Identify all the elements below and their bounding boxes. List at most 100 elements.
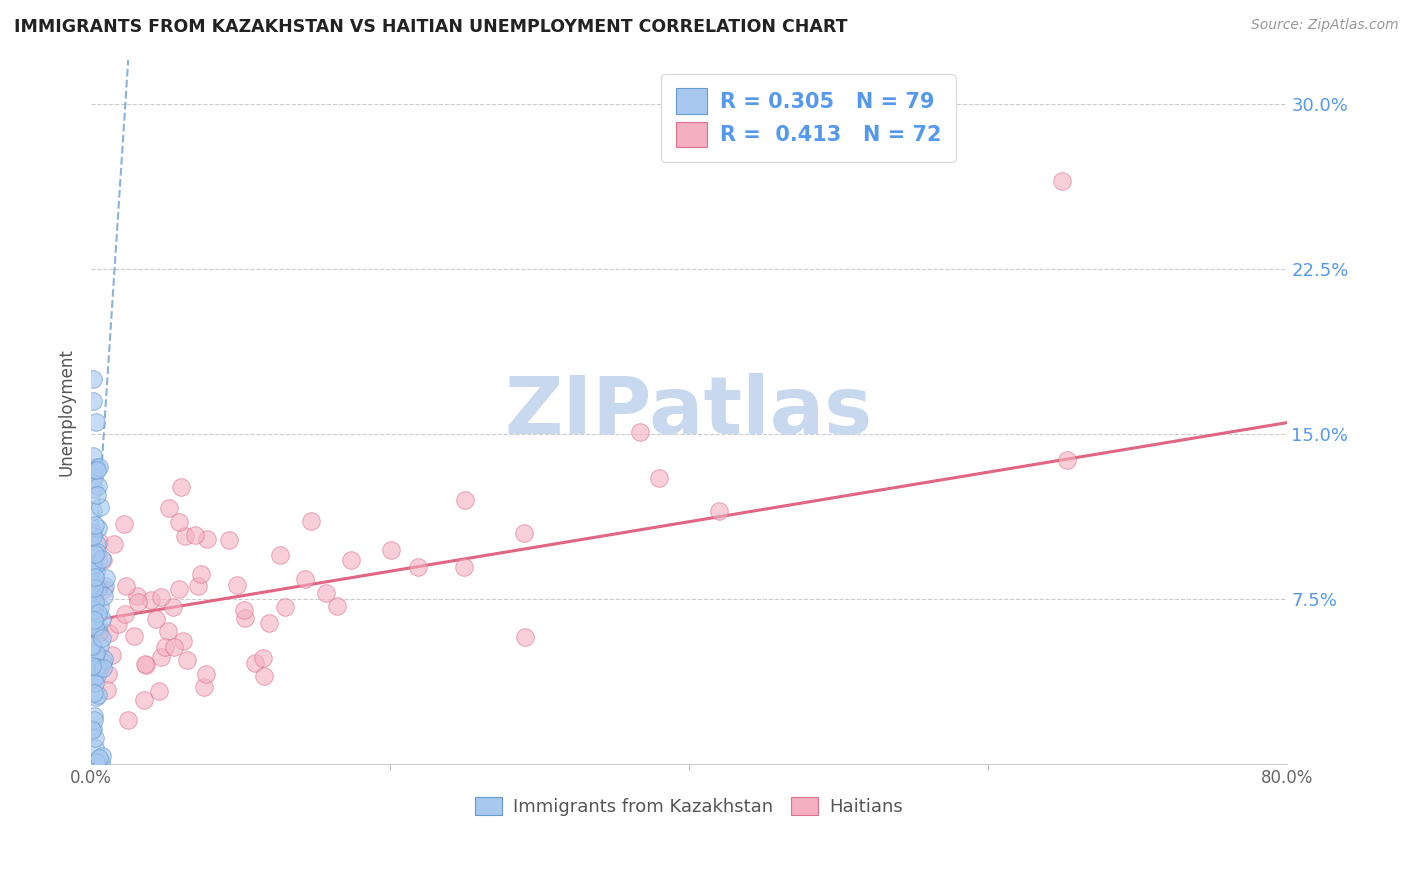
Point	[93, 651, 115, 665]
Point	[89, 459, 111, 474]
Point	[96, 682, 118, 697]
Text: IMMIGRANTS FROM KAZAKHSTAN VS HAITIAN UNEMPLOYMENT CORRELATION CHART: IMMIGRANTS FROM KAZAKHSTAN VS HAITIAN UN…	[14, 18, 848, 36]
Point	[380, 543, 402, 558]
Point	[170, 480, 193, 494]
Point	[83, 613, 105, 627]
Point	[82, 525, 104, 540]
Point	[176, 652, 198, 666]
Point	[513, 631, 536, 645]
Point	[257, 615, 280, 630]
Point	[91, 631, 114, 645]
Point	[82, 673, 104, 687]
Point	[80, 638, 103, 652]
Legend: Immigrants from Kazakhstan, Haitians: Immigrants from Kazakhstan, Haitians	[465, 788, 911, 825]
Point	[87, 624, 110, 639]
Point	[274, 599, 297, 614]
Point	[294, 572, 316, 586]
Point	[83, 713, 105, 727]
Point	[157, 501, 180, 516]
Point	[91, 660, 114, 674]
Point	[86, 582, 108, 596]
Point	[115, 579, 138, 593]
Point	[83, 566, 105, 580]
Point	[91, 612, 114, 626]
Point	[628, 425, 651, 439]
Point	[1052, 174, 1074, 188]
Point	[232, 603, 254, 617]
Point	[80, 639, 103, 653]
Point	[163, 640, 186, 654]
Point	[93, 589, 115, 603]
Point	[82, 723, 104, 737]
Point	[134, 657, 156, 672]
Point	[167, 582, 190, 597]
Point	[87, 535, 110, 549]
Point	[94, 571, 117, 585]
Point	[86, 488, 108, 502]
Point	[86, 545, 108, 559]
Point	[145, 612, 167, 626]
Point	[301, 514, 323, 528]
Point	[326, 599, 349, 614]
Point	[103, 537, 125, 551]
Point	[157, 624, 180, 639]
Point	[87, 618, 110, 632]
Point	[112, 516, 135, 531]
Point	[87, 521, 110, 535]
Point	[89, 599, 111, 614]
Point	[83, 620, 105, 634]
Point	[107, 617, 129, 632]
Point	[190, 566, 212, 581]
Point	[83, 517, 105, 532]
Point	[135, 657, 157, 672]
Point	[93, 579, 115, 593]
Point	[82, 529, 104, 543]
Point	[86, 659, 108, 673]
Point	[1056, 452, 1078, 467]
Point	[90, 755, 112, 769]
Point	[83, 581, 105, 595]
Point	[172, 633, 194, 648]
Point	[82, 558, 104, 572]
Point	[87, 580, 110, 594]
Point	[87, 751, 110, 765]
Point	[86, 668, 108, 682]
Point	[162, 600, 184, 615]
Point	[243, 657, 266, 671]
Point	[91, 749, 114, 764]
Point	[127, 595, 149, 609]
Point	[84, 595, 107, 609]
Point	[193, 680, 215, 694]
Point	[82, 755, 104, 769]
Point	[86, 463, 108, 477]
Point	[80, 598, 103, 612]
Point	[82, 372, 104, 386]
Point	[84, 646, 107, 660]
Point	[269, 549, 291, 563]
Point	[87, 625, 110, 640]
Text: Source: ZipAtlas.com: Source: ZipAtlas.com	[1251, 18, 1399, 32]
Point	[83, 615, 105, 629]
Point	[453, 560, 475, 574]
Point	[83, 620, 105, 634]
Point	[89, 660, 111, 674]
Point	[84, 570, 107, 584]
Point	[117, 713, 139, 727]
Point	[84, 755, 107, 769]
Point	[89, 639, 111, 653]
Point	[83, 664, 105, 678]
Point	[84, 740, 107, 755]
Point	[83, 686, 105, 700]
Point	[122, 629, 145, 643]
Point	[134, 692, 156, 706]
Point	[84, 731, 107, 746]
Point	[83, 581, 105, 595]
Point	[84, 415, 107, 429]
Point	[83, 602, 105, 616]
Point	[114, 607, 136, 622]
Point	[97, 625, 120, 640]
Point	[86, 537, 108, 551]
Point	[83, 671, 105, 685]
Point	[84, 564, 107, 578]
Point	[83, 462, 105, 476]
